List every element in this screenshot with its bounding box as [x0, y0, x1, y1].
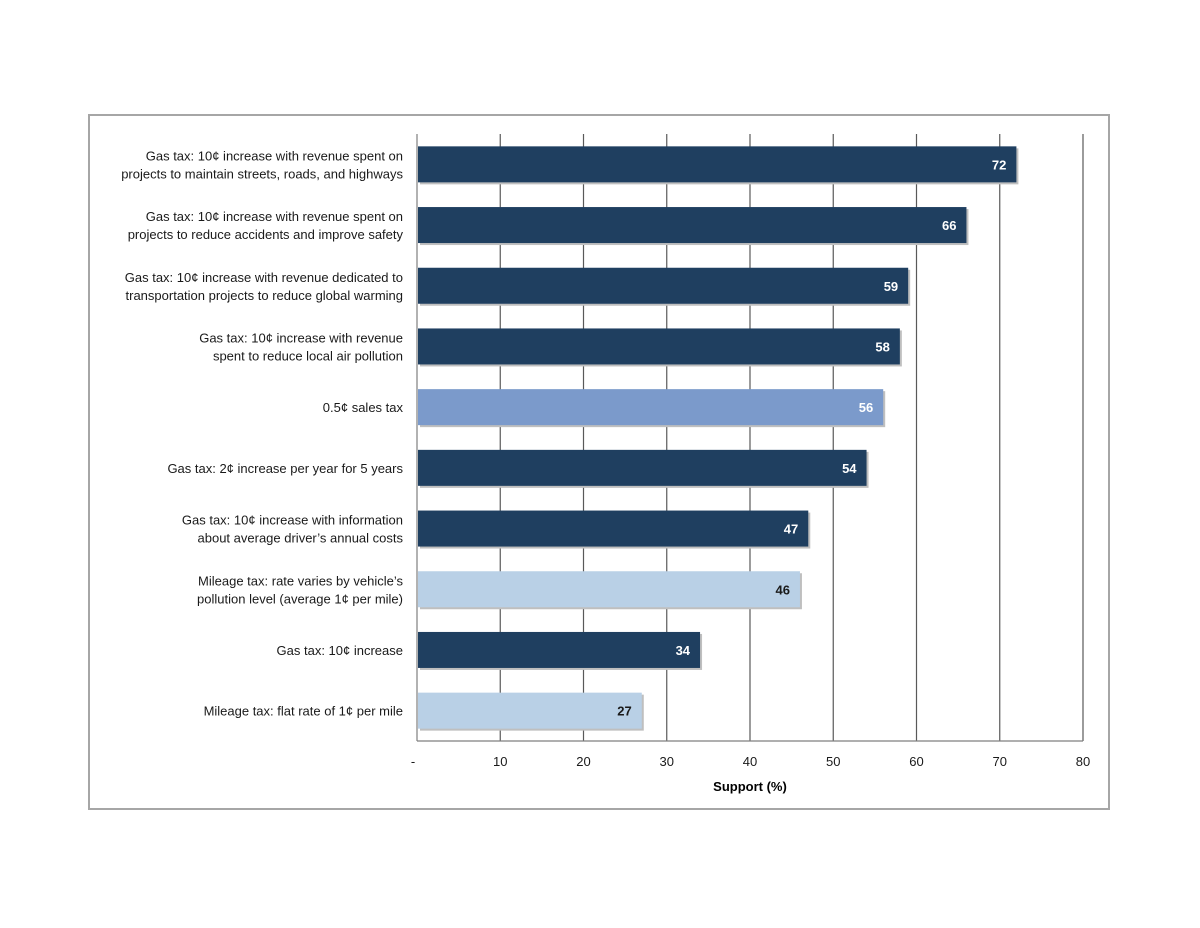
category-label: 0.5¢ sales tax — [323, 400, 404, 415]
bar — [418, 389, 884, 426]
bar — [418, 328, 900, 365]
category-label: about average driver’s annual costs — [198, 531, 404, 546]
bar-value-label: 27 — [617, 704, 631, 719]
bar-value-label: 66 — [942, 218, 956, 233]
category-label: Gas tax: 10¢ increase with revenue spent… — [146, 148, 403, 163]
bar-value-label: 59 — [884, 279, 898, 294]
category-label: Mileage tax: rate varies by vehicle’s — [198, 573, 403, 588]
bar-value-label: 46 — [775, 582, 789, 597]
bar — [418, 692, 642, 729]
x-tick-label: 50 — [826, 754, 840, 769]
bar-value-label: 34 — [676, 643, 691, 658]
x-tick-label: 10 — [493, 754, 507, 769]
chart-frame: 72 66 59 58 56 54 47 46 34 27 Gas tax: 10¢ increa… — [88, 114, 1110, 810]
bar — [418, 631, 701, 668]
category-label: Gas tax: 10¢ increase with revenue dedic… — [125, 270, 403, 285]
x-tick-label: - — [411, 754, 415, 769]
bar — [418, 207, 967, 244]
bar-value-label: 47 — [784, 522, 798, 537]
x-tick-label: 70 — [993, 754, 1007, 769]
category-labels: Gas tax: 10¢ increase with revenue spent… — [121, 148, 403, 718]
bar — [418, 571, 800, 608]
x-tick-label: 80 — [1076, 754, 1090, 769]
category-label: projects to reduce accidents and improve… — [128, 227, 404, 242]
bar-value-label: 58 — [875, 339, 889, 354]
category-label: Gas tax: 10¢ increase with revenue spent… — [146, 209, 403, 224]
bar — [418, 146, 1017, 183]
x-tick-labels: - 10 20 30 40 50 60 70 80 — [411, 754, 1090, 769]
bar — [418, 267, 909, 304]
bar — [418, 510, 809, 547]
x-axis-title: Support (%) — [713, 779, 787, 794]
category-label: Gas tax: 10¢ increase — [277, 643, 403, 658]
bar-value-label: 54 — [842, 461, 857, 476]
category-label: spent to reduce local air pollution — [213, 348, 403, 363]
bar-value-label: 72 — [992, 157, 1006, 172]
bar-value-label: 56 — [859, 400, 873, 415]
x-tick-label: 60 — [909, 754, 923, 769]
category-label: transportation projects to reduce global… — [126, 288, 403, 303]
category-label: Gas tax: 2¢ increase per year for 5 year… — [167, 461, 403, 476]
category-label: Gas tax: 10¢ increase with revenue — [199, 330, 403, 345]
x-tick-label: 20 — [576, 754, 590, 769]
bar-chart: 72 66 59 58 56 54 47 46 34 27 Gas tax: 10¢ increa… — [121, 134, 1090, 794]
category-label: pollution level (average 1¢ per mile) — [197, 591, 403, 606]
category-label: Gas tax: 10¢ increase with information — [182, 513, 403, 528]
category-label: Mileage tax: flat rate of 1¢ per mile — [204, 704, 403, 719]
category-label: projects to maintain streets, roads, and… — [121, 166, 403, 181]
bars — [418, 146, 1019, 731]
x-tick-label: 30 — [660, 754, 674, 769]
bar — [418, 449, 867, 486]
x-tick-label: 40 — [743, 754, 757, 769]
value-labels: 72 66 59 58 56 54 47 46 34 27 — [617, 157, 1006, 718]
